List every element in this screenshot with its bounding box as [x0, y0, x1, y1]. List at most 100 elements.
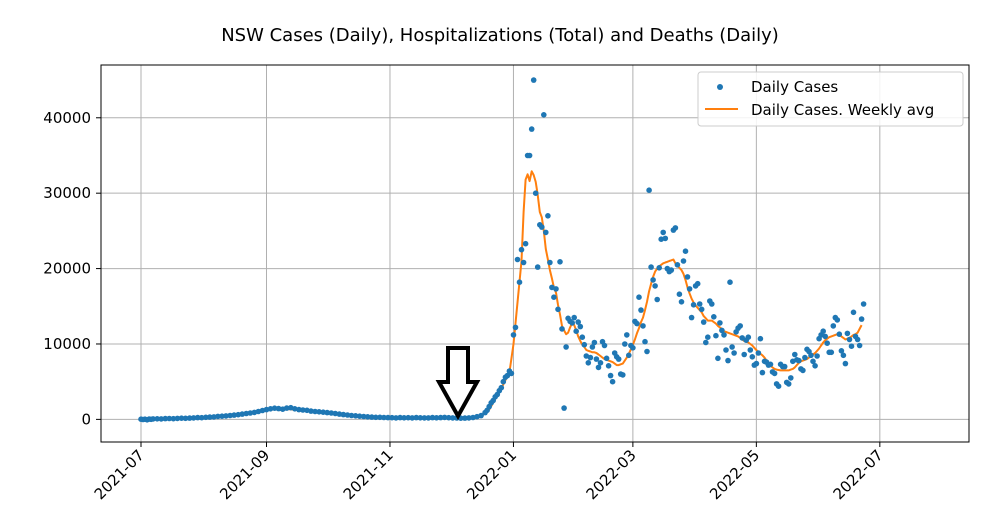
daily-case-point	[808, 352, 814, 359]
y-tick-label: 20000	[43, 260, 91, 278]
daily-case-point	[634, 320, 640, 327]
daily-case-point	[312, 408, 318, 415]
daily-case-point	[830, 323, 837, 329]
daily-case-point	[393, 415, 399, 421]
daily-case-point	[705, 334, 711, 341]
y-tick-label: 10000	[43, 335, 91, 353]
daily-case-point	[557, 259, 563, 265]
daily-case-point	[719, 327, 725, 334]
daily-case-point	[711, 314, 717, 320]
daily-case-point	[555, 306, 561, 313]
daily-case-point	[219, 413, 225, 420]
daily-case-point	[686, 286, 693, 292]
daily-case-point	[190, 415, 197, 421]
daily-case-point	[551, 294, 557, 301]
cases-dots-layer	[138, 77, 867, 423]
daily-case-point	[680, 258, 687, 264]
daily-case-point	[300, 407, 306, 413]
daily-case-point	[842, 360, 849, 367]
daily-case-point	[662, 235, 669, 242]
daily-case-point	[731, 350, 737, 356]
daily-case-point	[541, 112, 547, 118]
daily-case-point	[630, 345, 636, 351]
legend-box	[697, 71, 964, 127]
daily-case-point	[660, 229, 666, 236]
daily-case-point	[498, 384, 505, 391]
daily-case-point	[792, 351, 798, 358]
daily-case-point	[597, 360, 604, 366]
daily-case-point	[824, 340, 830, 347]
daily-case-point	[715, 355, 721, 362]
daily-case-point	[518, 246, 525, 253]
daily-case-point	[207, 414, 213, 420]
daily-case-point	[316, 409, 322, 415]
y-axis: 0 10000 20000 30000 40000	[43, 109, 101, 428]
down-arrow-annotation	[435, 346, 481, 421]
daily-case-point	[348, 412, 355, 419]
daily-case-point	[170, 415, 177, 422]
daily-case-point	[579, 334, 586, 341]
daily-case-point	[775, 383, 782, 390]
daily-case-point	[324, 409, 331, 416]
legend-label-cases: Daily Cases	[751, 78, 838, 96]
daily-case-point	[267, 406, 274, 412]
daily-case-point	[340, 411, 347, 418]
daily-case-point	[332, 410, 339, 417]
daily-case-point	[644, 348, 650, 355]
daily-case-point	[373, 414, 379, 421]
daily-case-point	[840, 352, 847, 359]
legend-label-avg: Daily Cases. Weekly avg	[751, 101, 934, 119]
daily-case-point	[539, 224, 545, 230]
daily-case-point	[421, 415, 428, 421]
daily-case-point	[510, 332, 517, 338]
daily-case-point	[609, 378, 616, 385]
daily-case-point	[162, 415, 169, 422]
daily-case-point	[828, 349, 835, 356]
daily-case-point	[642, 338, 648, 345]
daily-case-point	[381, 414, 387, 421]
daily-case-point	[656, 265, 662, 271]
daily-case-point	[717, 320, 723, 326]
daily-case-point	[158, 416, 164, 422]
daily-case-point	[569, 320, 575, 326]
daily-case-point	[194, 414, 201, 421]
daily-case-point	[417, 415, 424, 421]
daily-case-point	[186, 415, 193, 421]
daily-case-point	[589, 344, 596, 350]
daily-case-point	[239, 411, 245, 417]
daily-case-point	[231, 412, 237, 418]
daily-case-point	[150, 416, 156, 422]
daily-case-point	[575, 319, 581, 325]
daily-case-point	[577, 323, 584, 330]
daily-case-point	[668, 267, 675, 273]
daily-case-point	[223, 413, 229, 419]
daily-case-point	[860, 301, 867, 307]
daily-case-point	[585, 360, 592, 366]
plot-frame	[100, 64, 970, 443]
daily-case-point	[545, 213, 551, 219]
y-tick-label: 30000	[43, 184, 91, 202]
daily-case-point	[672, 225, 679, 231]
daily-case-point	[437, 414, 444, 421]
daily-case-point	[559, 326, 565, 332]
daily-case-point	[850, 309, 857, 316]
daily-case-point	[753, 360, 760, 367]
daily-case-point	[530, 77, 537, 83]
daily-case-point	[561, 405, 567, 411]
daily-case-point	[700, 319, 707, 325]
daily-case-point	[356, 413, 363, 420]
daily-case-point	[425, 415, 432, 421]
daily-case-point	[737, 323, 743, 329]
daily-case-point	[445, 414, 452, 421]
daily-case-point	[526, 152, 533, 159]
daily-case-point	[729, 344, 735, 350]
daily-case-point	[409, 415, 416, 421]
daily-case-point	[178, 415, 185, 422]
daily-case-point	[275, 405, 282, 412]
daily-case-point	[154, 416, 160, 422]
daily-case-point	[838, 348, 845, 354]
daily-case-point	[624, 332, 630, 338]
daily-case-point	[694, 280, 701, 287]
daily-case-point	[820, 328, 826, 335]
